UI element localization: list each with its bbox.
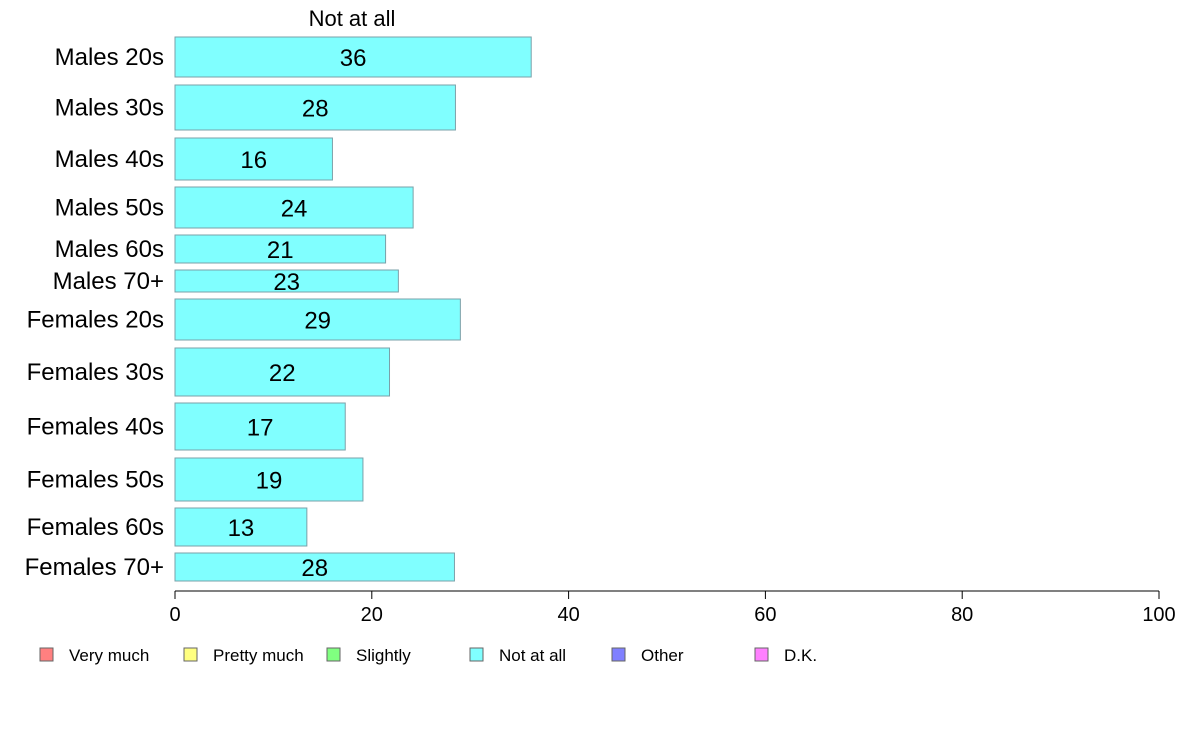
category-label: Males 20s <box>55 44 164 71</box>
column-header: Not at all <box>309 6 396 31</box>
bar <box>174 84 456 131</box>
bar-value-label: 13 <box>228 515 255 542</box>
bar-value-label: 36 <box>340 45 367 72</box>
legend-swatch <box>754 647 769 662</box>
x-tick-label: 100 <box>1142 604 1175 626</box>
bar <box>174 347 391 397</box>
bar-row: Males 20s 36 <box>55 36 532 78</box>
category-label: Females 30s <box>27 359 164 386</box>
bar-row: Males 50s 24 <box>55 186 414 229</box>
bar-row: Females 20s 29 <box>27 298 461 341</box>
bar-value-label: 23 <box>273 269 300 296</box>
bar-value-label: 28 <box>301 555 328 582</box>
x-tick-label: 40 <box>557 604 579 626</box>
legend: Very much Pretty much Slightly Not at all Ot… <box>39 646 817 665</box>
legend-item: D.K. <box>754 646 817 665</box>
category-label: Females 20s <box>27 307 164 334</box>
legend-label: Very much <box>69 646 149 665</box>
legend-swatch <box>183 647 198 662</box>
bar-value-label: 19 <box>256 468 283 495</box>
category-label: Females 70+ <box>25 554 164 581</box>
bar-value-label: 21 <box>267 237 294 264</box>
bar-row: Males 30s 28 <box>55 84 456 131</box>
bar-value-label: 24 <box>281 196 308 223</box>
x-axis: 0 20 40 60 80 100 <box>169 590 1176 626</box>
bar <box>174 402 346 451</box>
category-label: Males 40s <box>55 146 164 173</box>
bar-row: Females 60s 13 <box>27 507 308 547</box>
bar-value-label: 22 <box>269 360 296 387</box>
legend-swatch <box>326 647 341 662</box>
category-label: Males 70+ <box>53 268 164 295</box>
category-label: Males 60s <box>55 236 164 263</box>
bar-row: Females 40s 17 <box>27 402 346 451</box>
category-label: Females 50s <box>27 467 164 494</box>
legend-item: Pretty much <box>183 646 304 665</box>
x-tick-label: 0 <box>169 604 180 626</box>
bar-group: Males 20s 36 Males 30s 28 Males 40s 16 Males 5… <box>25 36 532 582</box>
bar-value-label: 28 <box>302 96 329 123</box>
legend-swatch <box>469 647 484 662</box>
bar-row: Females 70+ 28 <box>25 552 455 582</box>
bar-value-label: 16 <box>240 147 267 174</box>
legend-label: Slightly <box>356 646 411 665</box>
bar <box>174 269 399 293</box>
bar-row: Females 30s 22 <box>27 347 391 397</box>
category-label: Males 30s <box>55 95 164 122</box>
bar <box>174 298 461 341</box>
category-label: Females 60s <box>27 514 164 541</box>
bar <box>174 36 532 78</box>
bar <box>174 507 308 547</box>
bar-row: Females 50s 19 <box>27 457 364 502</box>
legend-item: Other <box>611 646 684 665</box>
bar <box>174 137 333 181</box>
x-tick-label: 60 <box>754 604 776 626</box>
bar-row: Males 70+ 23 <box>53 268 399 296</box>
legend-swatch <box>611 647 626 662</box>
legend-label: D.K. <box>784 646 817 665</box>
legend-item: Not at all <box>469 646 566 665</box>
category-label: Females 40s <box>27 414 164 441</box>
legend-item: Very much <box>39 646 149 665</box>
bar-row: Males 60s 21 <box>55 234 387 264</box>
bar <box>174 186 414 229</box>
legend-label: Other <box>641 646 684 665</box>
x-tick-label: 80 <box>951 604 973 626</box>
bar-value-label: 29 <box>304 308 331 335</box>
bar <box>174 552 455 582</box>
legend-label: Pretty much <box>213 646 304 665</box>
x-tick-label: 20 <box>361 604 383 626</box>
bar <box>174 457 364 502</box>
legend-label: Not at all <box>499 646 566 665</box>
legend-item: Slightly <box>326 646 411 665</box>
bar-row: Males 40s 16 <box>55 137 333 181</box>
legend-swatch <box>39 647 54 662</box>
category-label: Males 50s <box>55 195 164 222</box>
bar-value-label: 17 <box>247 415 274 442</box>
bar <box>174 234 387 264</box>
